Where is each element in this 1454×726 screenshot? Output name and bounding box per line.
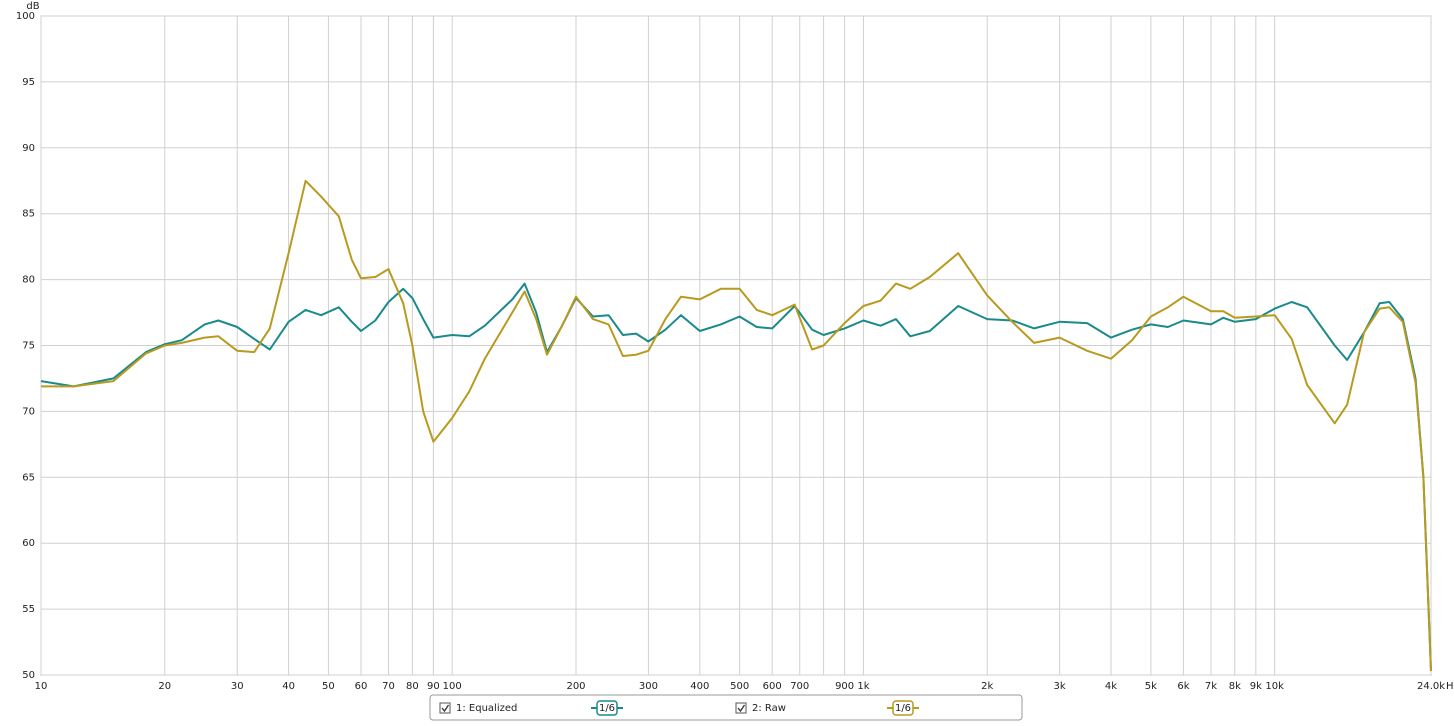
y-tick-label: 90 [22,143,35,154]
smoothing-badge[interactable] [892,700,914,716]
x-tick-label: 700 [790,681,809,692]
x-tick-label: 600 [763,681,782,692]
x-tick-label: 10k [1265,681,1284,692]
series-line [40,282,1432,672]
y-tick-label: 95 [22,77,35,88]
y-tick-label: 100 [16,11,35,22]
x-tick-label: 4k [1105,681,1117,692]
x-tick-label: 2k [981,681,993,692]
y-tick-label: 65 [22,472,35,483]
x-tick-label: 400 [690,681,709,692]
y-tick-label: 55 [22,604,35,615]
x-tick-label: 50 [322,681,335,692]
x-tick-label: 10 [35,681,48,692]
x-tick-label: 300 [639,681,658,692]
legend-check [737,704,746,713]
x-tick-label: 1k [857,681,869,692]
legend [429,694,1023,721]
x-tick-label: 7k [1205,681,1217,692]
y-tick-label: 50 [22,670,35,681]
legend-label: 1: Equalized [456,703,517,714]
x-tick-label: 40 [282,681,295,692]
x-tick-label: 6k [1177,681,1189,692]
x-tick-label: 80 [406,681,419,692]
series-line [41,179,1432,672]
x-tick-label: 500 [730,681,749,692]
y-tick-label: 80 [22,275,35,286]
y-tick-label: 70 [22,406,35,417]
legend-checkbox[interactable] [439,702,451,714]
y-tick-label: 60 [22,538,35,549]
x-axis-label: Hz [1446,681,1454,692]
y-axis-label: dB [26,1,39,12]
smoothing-badge[interactable] [596,700,618,716]
x-tick-label: 200 [566,681,585,692]
x-tick-label: 100 [443,681,462,692]
x-tick-label: 8k [1229,681,1241,692]
x-tick-label: 70 [382,681,395,692]
x-tick-label: 5k [1145,681,1157,692]
y-tick-label: 75 [22,341,35,352]
legend-checkbox[interactable] [735,702,747,714]
x-tick-label: 3k [1054,681,1066,692]
legend-label: 2: Raw [752,703,786,714]
x-tick-label: 24.0k [1417,681,1445,692]
smoothing-label: 1/6 [895,703,911,714]
x-tick-label: 9k [1250,681,1262,692]
grid [40,15,1432,676]
x-tick-label: 90 [427,681,440,692]
smoothing-label: 1/6 [599,703,615,714]
x-tick-label: 60 [355,681,368,692]
legend-check [441,704,450,713]
x-tick-label: 20 [158,681,171,692]
x-tick-label: 900 [835,681,854,692]
x-tick-label: 30 [231,681,244,692]
y-tick-label: 85 [22,209,35,220]
